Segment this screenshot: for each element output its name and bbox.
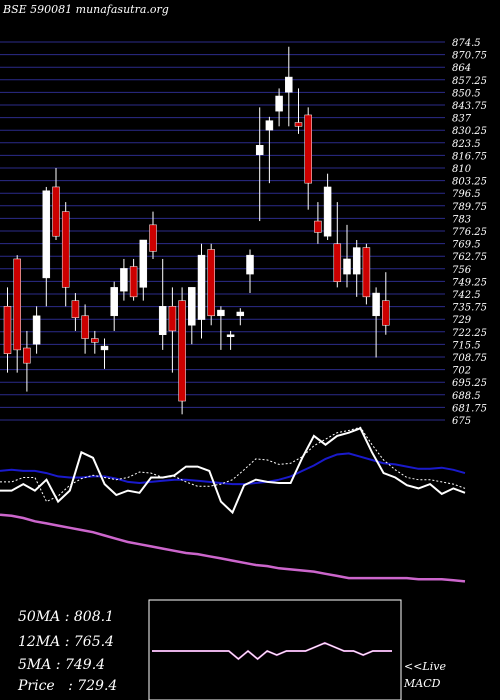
y-tick-label: 695.25 — [452, 378, 487, 389]
candle-body — [129, 266, 138, 298]
y-tick-label: 874.5 — [452, 38, 481, 49]
y-tick-label: 675 — [452, 416, 471, 427]
candle-body — [91, 338, 99, 343]
grid-layer — [0, 41, 445, 421]
y-tick-label: 762.75 — [452, 252, 487, 263]
candle-body — [178, 300, 186, 402]
y-tick-label: 769.5 — [452, 240, 481, 251]
y-tick-label: 735.75 — [452, 303, 487, 314]
y-tick-label: 837 — [452, 114, 472, 125]
macd-panel-frame — [148, 599, 402, 700]
y-tick-label: 681.75 — [452, 403, 487, 414]
y-tick-label: 715.5 — [452, 340, 481, 351]
y-tick-label: 803.25 — [452, 177, 487, 188]
y-tick-label: 816.75 — [452, 151, 487, 162]
candle-body — [236, 311, 245, 317]
macd-layer — [148, 599, 402, 700]
candle-body — [197, 254, 206, 320]
y-tick-label: 864 — [452, 63, 471, 74]
candle-body — [149, 224, 157, 252]
candle-body — [226, 334, 235, 337]
y-tick-label: 810 — [452, 164, 472, 175]
candle-body — [285, 76, 293, 93]
ma-line-pink — [0, 513, 466, 583]
chart-title: BSE 590081 munafasutra.org — [3, 3, 169, 16]
candle-body — [352, 247, 361, 275]
y-tick-label: 749.25 — [452, 277, 487, 288]
y-tick-label: 756 — [452, 265, 472, 276]
candle-body — [81, 315, 89, 339]
y-tick-label: 857.25 — [452, 76, 487, 87]
candle-body — [42, 190, 51, 279]
y-tick-label: 830.25 — [452, 126, 487, 137]
stat-12ma: 12MA : 765.4 — [18, 634, 114, 650]
y-tick-label: 776.25 — [452, 227, 487, 238]
macd-label: MACD — [404, 677, 441, 690]
candle-body — [188, 287, 196, 326]
candle-body — [304, 114, 312, 184]
candle-body — [110, 287, 118, 317]
candle-body — [255, 145, 264, 155]
candle-body — [246, 254, 254, 275]
candle-body — [343, 258, 351, 275]
stat-5ma: 5MA : 749.4 — [18, 657, 106, 673]
candle-body — [372, 292, 380, 317]
candle-body — [13, 258, 21, 351]
candle-body — [294, 122, 303, 127]
candle-body — [168, 306, 177, 332]
y-tick-label: 783 — [452, 214, 471, 225]
candle-body — [120, 268, 128, 292]
candle-body — [23, 347, 31, 364]
y-tick-label: 870.75 — [452, 51, 487, 62]
candle-body — [382, 300, 390, 326]
candle-body — [323, 186, 332, 237]
candles-layer — [3, 46, 390, 415]
candle-body — [61, 211, 70, 288]
moving-averages-layer — [0, 426, 466, 583]
y-tick-label: 823.5 — [452, 139, 481, 150]
candle-body — [139, 239, 148, 288]
candle-body — [362, 247, 371, 298]
candle-body — [275, 95, 283, 112]
macd-signal-line — [152, 642, 392, 660]
y-tick-label: 688.5 — [452, 391, 481, 402]
stat-50ma: 50MA : 808.1 — [18, 609, 114, 625]
candle-body — [217, 309, 225, 317]
candle-body — [3, 306, 12, 354]
y-tick-label: 702 — [452, 366, 471, 377]
candle-body — [333, 243, 342, 282]
candle-body — [158, 306, 167, 335]
candle-body — [32, 315, 41, 345]
candle-body — [207, 249, 215, 317]
y-tick-label: 789.75 — [452, 202, 487, 213]
candle-body — [265, 120, 274, 131]
y-tick-label: 850.5 — [452, 88, 481, 99]
price-line — [0, 427, 466, 515]
y-tick-label: 843.75 — [452, 101, 487, 112]
live-link[interactable]: <<Live — [404, 660, 446, 673]
candle-body — [71, 300, 80, 318]
ma-line-dotted — [0, 426, 466, 503]
y-tick-label: 708.75 — [452, 353, 487, 364]
y-tick-label: 742.5 — [452, 290, 481, 301]
candle-body — [52, 186, 60, 237]
ma-line-blue — [0, 452, 466, 486]
y-tick-label: 729 — [452, 315, 472, 326]
stat-price: Price : 729.4 — [18, 678, 118, 694]
y-tick-label: 796.5 — [452, 189, 481, 200]
candle-body — [314, 220, 322, 233]
candle-body — [100, 345, 109, 351]
y-tick-label: 722.25 — [452, 328, 487, 339]
